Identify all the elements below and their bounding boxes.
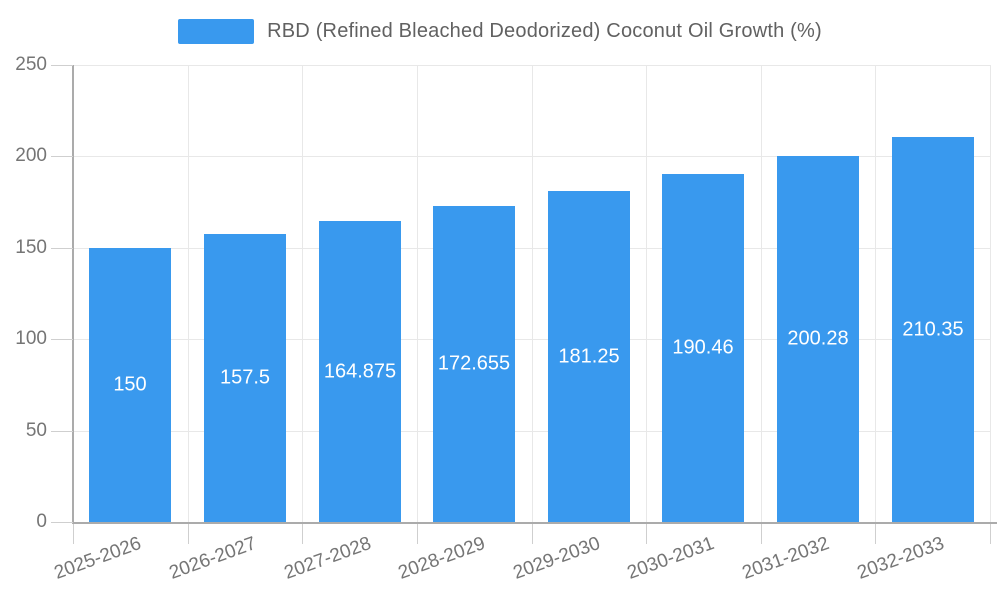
- y-gridline: [73, 247, 990, 249]
- bar[interactable]: 164.875: [319, 221, 401, 522]
- bar-value-label: 172.655: [437, 352, 511, 375]
- x-tick-label: 2031-2032: [739, 533, 833, 584]
- legend-label: RBD (Refined Bleached Deodorized) Coconu…: [267, 19, 822, 42]
- bar[interactable]: 150: [89, 248, 171, 522]
- x-tick-mark: [302, 524, 303, 544]
- y-tick-mark: [51, 430, 73, 432]
- y-gridline: [73, 339, 990, 341]
- x-gridline: [302, 65, 303, 522]
- x-tick-label: 2027-2028: [281, 533, 375, 584]
- x-gridline: [875, 65, 876, 522]
- bar-value-label: 200.28: [787, 327, 849, 350]
- y-tick-mark: [51, 339, 73, 341]
- y-tick-label: 250: [15, 54, 47, 75]
- y-tick-mark: [51, 522, 73, 523]
- y-tick-label: 200: [15, 145, 47, 167]
- bar-value-label: 157.5: [219, 366, 271, 389]
- x-gridline: [990, 65, 991, 522]
- x-gridline: [646, 65, 647, 522]
- bar[interactable]: 172.655: [433, 206, 515, 522]
- bar-value-label: 210.35: [902, 318, 964, 340]
- x-tick-mark: [73, 524, 74, 544]
- bar[interactable]: 200.28: [777, 156, 859, 522]
- legend-swatch-icon: [178, 18, 255, 44]
- y-axis-line: [72, 65, 74, 523]
- legend-item[interactable]: RBD (Refined Bleached Deodorized) Coconu…: [0, 14, 1000, 48]
- y-tick-mark: [51, 65, 73, 66]
- x-tick-mark: [532, 524, 533, 544]
- y-gridline: [73, 156, 990, 158]
- bar-value-label: 164.875: [323, 360, 397, 382]
- y-tick-label: 0: [36, 511, 47, 532]
- y-tick-label: 50: [25, 419, 47, 441]
- y-tick-mark: [51, 247, 73, 249]
- x-tick-mark: [646, 524, 647, 544]
- x-gridline: [188, 65, 189, 522]
- x-gridline: [417, 65, 418, 522]
- y-gridline: [73, 430, 990, 432]
- bar[interactable]: 210.35: [892, 137, 974, 522]
- bar-value-label: 190.46: [672, 336, 734, 359]
- x-tick-label: 2030-2031: [624, 533, 718, 584]
- x-tick-mark: [417, 524, 418, 544]
- x-tick-mark: [761, 524, 762, 544]
- bar[interactable]: 190.46: [662, 174, 744, 522]
- x-tick-label: 2028-2029: [395, 533, 489, 584]
- y-tick-label: 150: [15, 236, 47, 258]
- x-tick-mark: [990, 524, 991, 544]
- y-gridline: [73, 65, 990, 66]
- x-axis-line: [72, 522, 997, 524]
- y-tick-label: 100: [15, 328, 47, 350]
- x-tick-mark: [188, 524, 189, 544]
- bar[interactable]: 181.25: [548, 191, 630, 522]
- x-gridline: [532, 65, 533, 522]
- x-tick-label: 2029-2030: [510, 533, 604, 584]
- bar-value-label: 150: [113, 373, 147, 396]
- bar-value-label: 181.25: [558, 345, 620, 367]
- bar[interactable]: 157.5: [204, 234, 286, 522]
- x-tick-label: 2025-2026: [51, 533, 145, 584]
- y-tick-mark: [51, 156, 73, 158]
- x-tick-label: 2032-2033: [854, 533, 948, 584]
- x-tick-mark: [875, 524, 876, 544]
- x-gridline: [761, 65, 762, 522]
- x-tick-label: 2026-2027: [166, 533, 260, 584]
- plot-area: 150 157.5 164.875 172.655 181.25 190.46 200.28…: [73, 65, 991, 522]
